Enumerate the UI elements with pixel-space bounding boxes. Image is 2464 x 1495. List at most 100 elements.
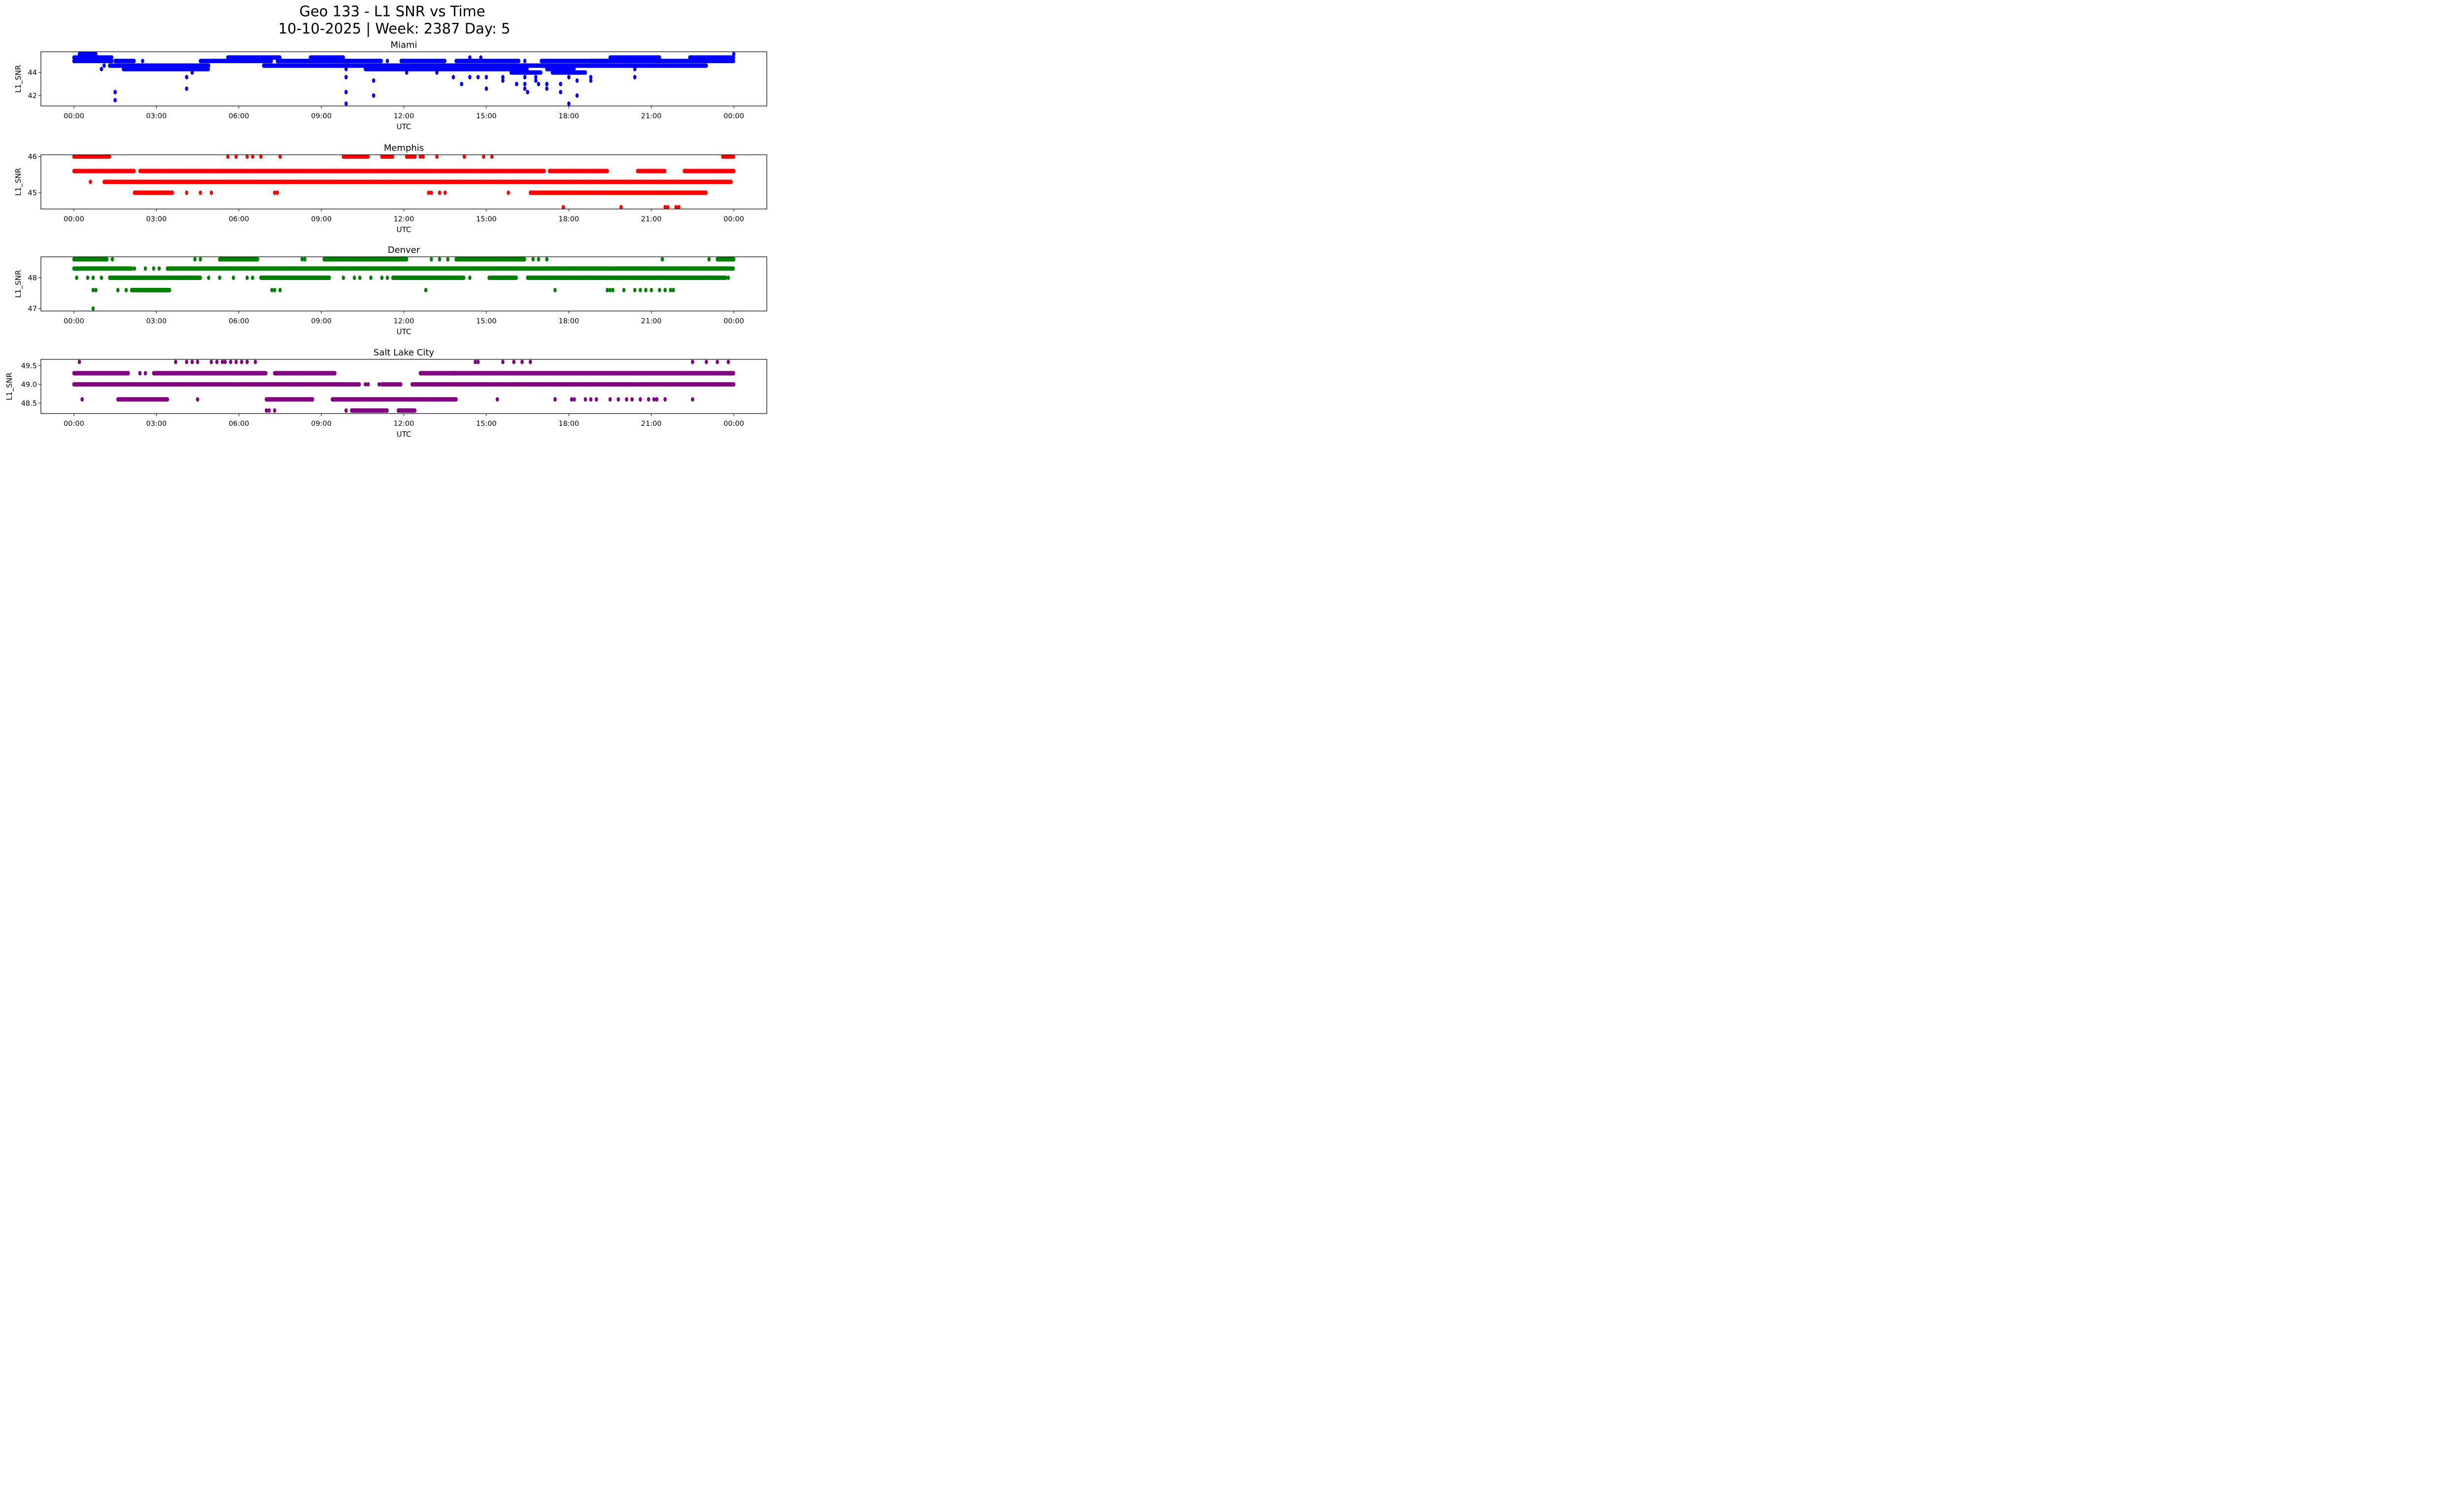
- x-tick-label: 00:00: [723, 215, 744, 223]
- data-point: [344, 90, 348, 95]
- figure: Geo 133 - L1 SNR vs Time 10-10-2025 | We…: [5, 3, 767, 439]
- x-axis-label: UTC: [397, 122, 411, 131]
- subplot-title: Denver: [388, 245, 420, 255]
- data-point: [534, 74, 538, 80]
- x-tick-label: 12:00: [394, 112, 414, 120]
- data-point: [372, 93, 376, 98]
- data-point: [391, 155, 394, 159]
- data-point: [234, 155, 238, 159]
- data-point: [443, 59, 446, 64]
- data-point: [379, 59, 383, 64]
- data-point: [103, 63, 106, 68]
- data-point: [658, 55, 661, 60]
- data-point: [113, 90, 117, 95]
- data-point: [490, 155, 494, 159]
- data-point: [482, 155, 485, 159]
- y-axis-label: L1_SNR: [14, 65, 23, 93]
- x-tick-label: 15:00: [476, 215, 497, 223]
- data-point: [427, 190, 430, 195]
- data-point: [256, 257, 259, 262]
- data-point: [729, 179, 733, 184]
- data-point: [270, 59, 273, 64]
- data-point: [666, 205, 670, 209]
- x-tick-label: 00:00: [64, 112, 84, 120]
- y-axis-label: L1_SNR: [14, 168, 23, 196]
- data-point: [451, 74, 455, 80]
- data-point: [575, 78, 579, 83]
- subplot-title: Miami: [390, 40, 417, 50]
- data-point: [100, 67, 103, 71]
- x-tick-label: 09:00: [311, 215, 332, 223]
- x-axis-label: UTC: [397, 225, 411, 234]
- data-point: [344, 74, 348, 80]
- x-tick-label: 03:00: [146, 215, 167, 223]
- data-point: [517, 59, 520, 64]
- data-point: [534, 78, 538, 83]
- data-point: [89, 179, 92, 184]
- scatter-series: [72, 52, 736, 106]
- data-point: [559, 81, 562, 87]
- x-tick-label: 00:00: [723, 112, 744, 120]
- data-point: [507, 190, 510, 195]
- data-point: [559, 90, 562, 95]
- data-point: [438, 190, 442, 195]
- data-point: [207, 63, 210, 68]
- data-point: [185, 74, 189, 80]
- data-point: [278, 155, 282, 159]
- data-point: [462, 155, 466, 159]
- data-point: [525, 67, 529, 71]
- data-point: [561, 205, 565, 209]
- x-tick-label: 21:00: [641, 112, 662, 120]
- data-point: [245, 155, 249, 159]
- data-point: [94, 52, 98, 57]
- data-point: [171, 190, 174, 195]
- data-point: [141, 59, 144, 64]
- chart-title: Geo 133 - L1 SNR vs Time: [299, 3, 485, 20]
- data-point: [732, 257, 736, 262]
- data-point: [732, 169, 736, 174]
- data-point: [484, 86, 488, 91]
- data-point: [107, 155, 111, 159]
- data-point: [185, 86, 189, 91]
- data-point: [572, 67, 576, 71]
- data-point: [190, 70, 194, 75]
- x-tick-label: 12:00: [394, 215, 414, 223]
- x-tick-label: 18:00: [558, 112, 579, 120]
- data-point: [523, 86, 527, 91]
- data-point: [523, 81, 527, 87]
- data-point: [589, 78, 593, 83]
- data-point: [732, 59, 735, 64]
- data-point: [209, 190, 213, 195]
- scatter-series: [72, 257, 736, 311]
- x-tick-label: 18:00: [558, 215, 579, 223]
- x-tick-label: 03:00: [146, 112, 167, 120]
- data-point: [443, 190, 447, 195]
- x-tick-label: 00:00: [64, 215, 84, 223]
- data-point: [435, 155, 439, 159]
- data-point: [479, 55, 482, 60]
- subplot-title: Memphis: [384, 143, 424, 153]
- x-tick-label: 09:00: [311, 112, 332, 120]
- data-point: [468, 74, 472, 80]
- data-point: [526, 90, 529, 95]
- data-point: [130, 266, 134, 271]
- data-point: [705, 63, 708, 68]
- data-point: [435, 70, 439, 75]
- data-point: [273, 190, 276, 195]
- y-tick-label: 44: [28, 69, 37, 77]
- data-point: [539, 70, 543, 75]
- data-point: [132, 169, 136, 174]
- data-point: [732, 155, 735, 159]
- data-point: [589, 74, 593, 80]
- data-point: [501, 74, 505, 80]
- data-point: [674, 205, 678, 209]
- data-point: [259, 155, 263, 159]
- data-point: [677, 205, 681, 209]
- data-point: [468, 55, 472, 60]
- data-point: [366, 155, 370, 159]
- x-tick-label: 21:00: [641, 215, 662, 223]
- chart-subtitle: 10-10-2025 | Week: 2387 Day: 5: [278, 20, 511, 37]
- data-point: [405, 257, 409, 262]
